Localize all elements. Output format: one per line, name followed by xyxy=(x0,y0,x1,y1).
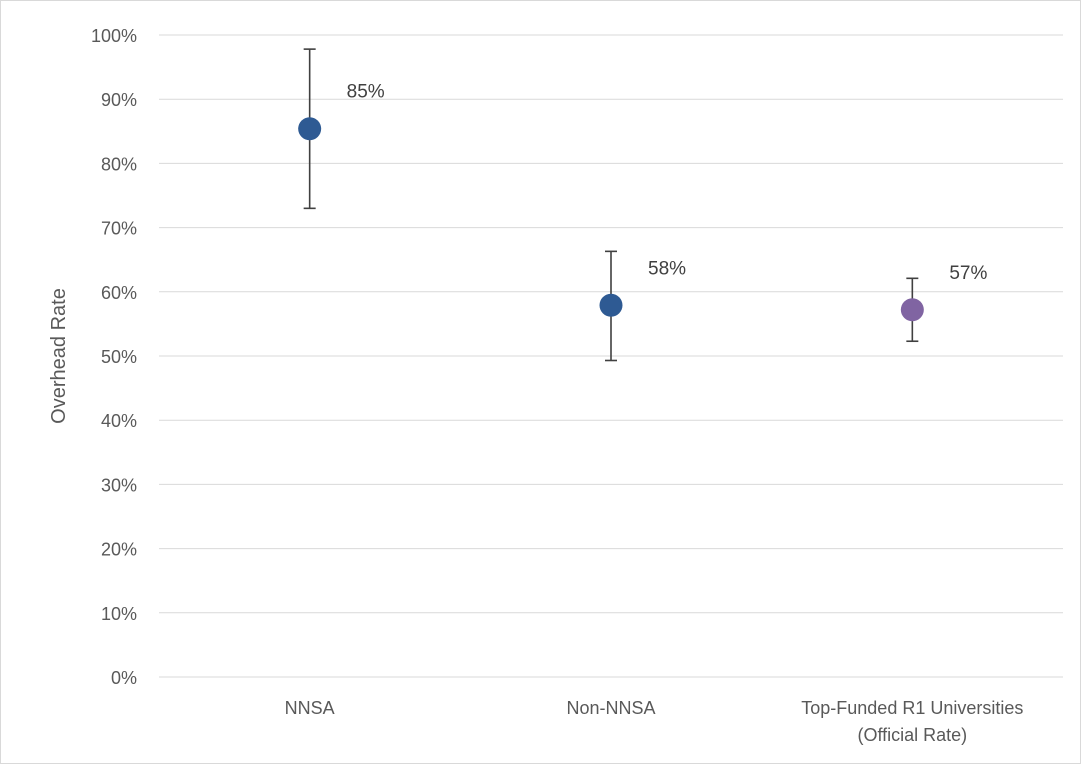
data-labels: 85% 58% 57% xyxy=(347,82,988,284)
data-point-marker xyxy=(900,298,924,322)
data-label: 85% xyxy=(347,82,385,103)
y-tick-label: 60% xyxy=(101,283,137,303)
x-axis-category-labels: NNSA Non-NNSA Top-Funded R1 Universities (O… xyxy=(285,698,1024,745)
x-category-label: Top-Funded R1 Universities xyxy=(801,698,1023,718)
y-tick-label: 40% xyxy=(101,411,137,431)
x-category-label: Non-NNSA xyxy=(566,698,655,718)
y-tick-label: 30% xyxy=(101,475,137,495)
x-category-label: NNSA xyxy=(285,698,335,718)
data-label: 57% xyxy=(949,263,987,284)
y-tick-label: 20% xyxy=(101,540,137,560)
y-tick-label: 90% xyxy=(101,90,137,110)
y-axis-title: Overhead Rate xyxy=(48,288,70,424)
data-point-marker xyxy=(599,293,623,317)
y-tick-label: 100% xyxy=(91,26,137,46)
y-axis-tick-labels: 0% 10% 20% 30% 40% 50% 60% 70% 80% 90% 100% xyxy=(91,26,137,688)
data-label: 58% xyxy=(648,258,686,279)
y-tick-label: 0% xyxy=(111,668,137,688)
x-category-label: (Official Rate) xyxy=(857,725,967,745)
y-tick-label: 50% xyxy=(101,347,137,367)
y-tick-label: 70% xyxy=(101,219,137,239)
y-tick-label: 10% xyxy=(101,604,137,624)
data-point-marker xyxy=(298,117,322,141)
y-tick-label: 80% xyxy=(101,154,137,174)
data-points xyxy=(298,117,924,322)
